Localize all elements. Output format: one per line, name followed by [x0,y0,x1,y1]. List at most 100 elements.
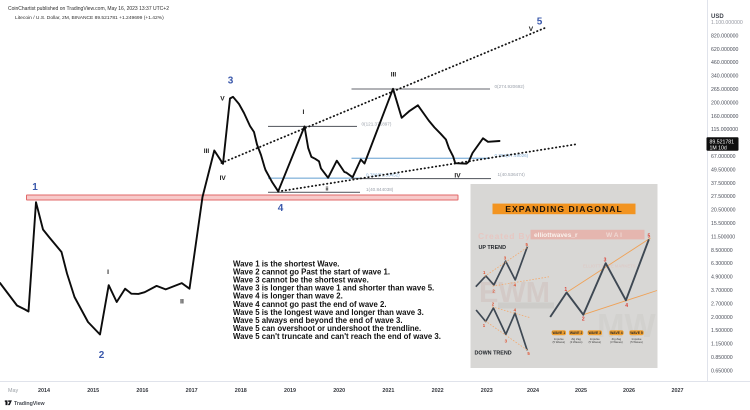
svg-text:4.900000: 4.900000 [711,275,733,281]
svg-text:2016: 2016 [136,388,148,394]
svg-text:4: 4 [278,203,284,214]
svg-text:WAVE 3: WAVE 3 [589,331,602,335]
svg-text:2027: 2027 [672,388,684,394]
svg-text:340.000000: 340.000000 [711,74,739,80]
svg-text:2.700000: 2.700000 [711,301,733,307]
svg-text:1.150000: 1.150000 [711,342,733,348]
svg-text:IV: IV [454,173,461,180]
svg-text:67.000000: 67.000000 [711,154,736,160]
svg-text:1: 1 [32,182,38,193]
svg-text:460.000000: 460.000000 [711,60,739,66]
svg-text:2018: 2018 [235,388,247,394]
svg-text:EXPANDING DIAGONAL: EXPANDING DIAGONAL [505,204,623,214]
svg-text:2.000000: 2.000000 [711,315,733,321]
svg-text:0(274.920692): 0(274.920692) [495,84,525,89]
svg-text:(5 Waves): (5 Waves) [630,340,643,344]
svg-text:V: V [220,96,225,103]
svg-text:(5 Waves): (5 Waves) [552,340,565,344]
svg-text:265.000000: 265.000000 [711,87,739,93]
svg-text:Created By: Created By [478,231,531,241]
svg-text:5: 5 [537,16,543,27]
svg-text:200.000000: 200.000000 [711,100,739,106]
svg-text:Wave 5 can overshoot or unders: Wave 5 can overshoot or undershoot the t… [233,324,421,333]
svg-text:1(40.536474): 1(40.536474) [498,172,526,177]
svg-text:5: 5 [648,234,651,240]
svg-text:3: 3 [604,257,607,263]
svg-text:27.500000: 27.500000 [711,194,736,200]
svg-text:3: 3 [228,75,234,86]
svg-text:Wave 2 cannot go Past the star: Wave 2 cannot go Past the start of wave … [233,267,390,276]
svg-text:1: 1 [564,287,567,293]
svg-text:DOWN TREND: DOWN TREND [475,351,512,357]
svg-text:WAVE 5: WAVE 5 [630,331,643,335]
svg-text:2: 2 [582,317,585,323]
svg-text:Litecoin / U.S. Dollar, 2M, BI: Litecoin / U.S. Dollar, 2M, BINANCE 89.5… [15,15,164,21]
svg-text:3: 3 [505,339,508,344]
svg-text:Wave 4 cannot go past the end: Wave 4 cannot go past the end of wave 2. [233,300,387,309]
svg-text:ELLIOTT WAVE MARKETS: ELLIOTT WAVE MARKETS [583,264,636,269]
svg-text:Wave 5 is the longest wave and: Wave 5 is the longest wave and longer th… [233,308,424,317]
svg-text:V: V [529,26,534,33]
svg-text:1M 10d: 1M 10d [710,146,727,152]
svg-text:(5 Waves): (5 Waves) [588,340,601,344]
svg-text:TradingView: TradingView [14,401,45,407]
svg-text:5: 5 [527,351,530,356]
svg-text:Impulse: Impulse [554,337,564,341]
svg-text:2022: 2022 [432,388,444,394]
svg-text:1(40.844038): 1(40.844038) [366,187,394,192]
svg-text:III: III [204,148,210,155]
svg-text:WAVE 2: WAVE 2 [570,331,583,335]
svg-text:(3 Waves): (3 Waves) [610,340,623,344]
svg-text:Impulse: Impulse [590,337,600,341]
svg-text:2: 2 [492,301,495,306]
svg-text:2021: 2021 [382,388,394,394]
svg-text:1: 1 [483,270,486,275]
svg-text:Zig Zag: Zig Zag [571,337,581,341]
svg-text:Wave 4 is longer than wave 2.: Wave 4 is longer than wave 2. [233,292,343,301]
svg-text:2026: 2026 [623,388,635,394]
svg-text:820.000000: 820.000000 [711,33,739,39]
svg-text:2020: 2020 [333,388,345,394]
svg-text:2014: 2014 [38,388,50,394]
svg-text:CoinChartist published on Trad: CoinChartist published on TradingView.co… [8,6,169,12]
svg-text:8.500000: 8.500000 [711,248,733,254]
svg-text:0.786(97.49026): 0.786(97.49026) [495,153,529,158]
svg-text:Wave 5 always end beyond the e: Wave 5 always end beyond the end of wave… [233,316,403,325]
svg-text:Wave 3 is longer than wave 1 a: Wave 3 is longer than wave 1 and shorter… [233,284,434,293]
svg-text:Wave 3 cannot be the shortest: Wave 3 cannot be the shortest wave. [233,276,369,285]
svg-text:2024: 2024 [527,388,539,394]
svg-text:Zig Zag: Zig Zag [612,337,622,341]
svg-text:Wave 5 can't truncate and can': Wave 5 can't truncate and can't reach th… [233,332,441,341]
svg-text:2023: 2023 [481,388,493,394]
svg-text:USD: USD [711,14,724,20]
svg-text:4: 4 [514,307,517,312]
svg-text:0.650000: 0.650000 [711,368,733,374]
svg-text:3: 3 [504,256,507,261]
svg-text:W A I: W A I [606,232,622,239]
svg-text:Wave 1 is the shortest Wave.: Wave 1 is the shortest Wave. [233,259,339,268]
svg-text:May: May [8,388,18,394]
svg-text:MW: MW [597,307,656,344]
svg-text:20.500000: 20.500000 [711,208,736,214]
svg-text:2025: 2025 [575,388,587,394]
svg-text:I: I [302,109,304,116]
svg-text:89.521781: 89.521781 [710,140,735,146]
svg-text:WAVE 4: WAVE 4 [610,331,623,335]
svg-text:2: 2 [99,350,105,361]
svg-text:III: III [391,71,397,78]
svg-text:2017: 2017 [186,388,198,394]
svg-text:37.500000: 37.500000 [711,181,736,187]
svg-text:1.500000: 1.500000 [711,328,733,334]
svg-text:ii: ii [326,187,329,193]
svg-text:0.850000: 0.850000 [711,355,733,361]
svg-text:(3 Waves): (3 Waves) [570,340,583,344]
svg-text:2019: 2019 [284,388,296,394]
svg-text:II: II [180,299,184,306]
svg-text:2015: 2015 [87,388,99,394]
svg-text:49.500000: 49.500000 [711,167,736,173]
svg-text:WAVE 1: WAVE 1 [553,331,566,335]
svg-text:UP TREND: UP TREND [479,245,507,251]
svg-text:I: I [107,269,109,276]
svg-text:11.500000: 11.500000 [711,234,735,240]
svg-text:15.500000: 15.500000 [711,221,736,227]
